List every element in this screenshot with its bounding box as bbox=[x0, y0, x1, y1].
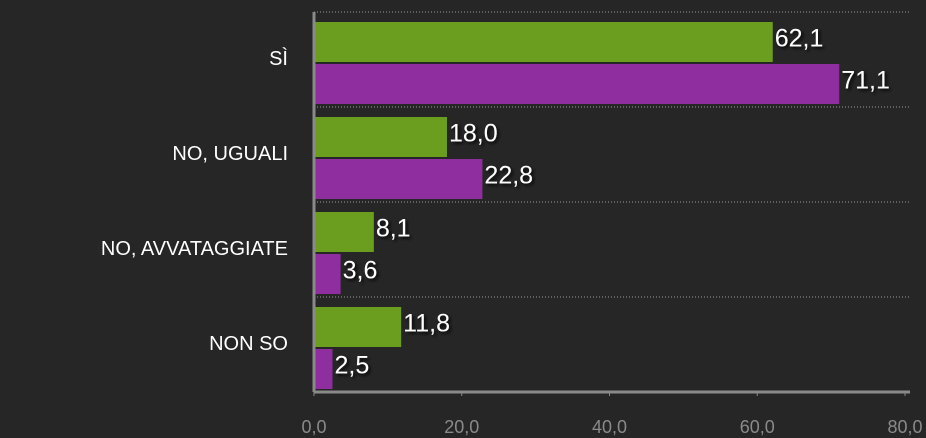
x-tick-label: 60,0 bbox=[740, 417, 775, 437]
category-label: NO, AVVATAGGIATE bbox=[101, 238, 288, 260]
x-tick-label: 0,0 bbox=[301, 417, 326, 437]
bar bbox=[314, 254, 341, 294]
x-tick-label: 20,0 bbox=[444, 417, 479, 437]
value-label: 71,1 bbox=[841, 67, 890, 95]
bar bbox=[314, 159, 483, 199]
value-label: 8,1 bbox=[376, 215, 411, 243]
value-label: 2,5 bbox=[334, 352, 369, 380]
value-label: 62,1 bbox=[775, 25, 824, 53]
category-label: NON SO bbox=[209, 333, 288, 355]
value-label: 18,0 bbox=[449, 120, 498, 148]
bar bbox=[314, 64, 840, 104]
bar bbox=[314, 22, 773, 62]
value-label: 3,6 bbox=[343, 257, 378, 285]
x-tick-label: 40,0 bbox=[592, 417, 627, 437]
x-tick-label: 80,0 bbox=[887, 417, 922, 437]
bar bbox=[314, 117, 447, 157]
category-label: SÌ bbox=[269, 47, 288, 70]
bar bbox=[314, 212, 374, 252]
category-label: NO, UGUALI bbox=[172, 143, 288, 165]
value-label: 11,8 bbox=[403, 310, 450, 338]
bar bbox=[314, 349, 333, 389]
bar bbox=[314, 307, 402, 347]
value-label: 22,8 bbox=[484, 162, 533, 190]
